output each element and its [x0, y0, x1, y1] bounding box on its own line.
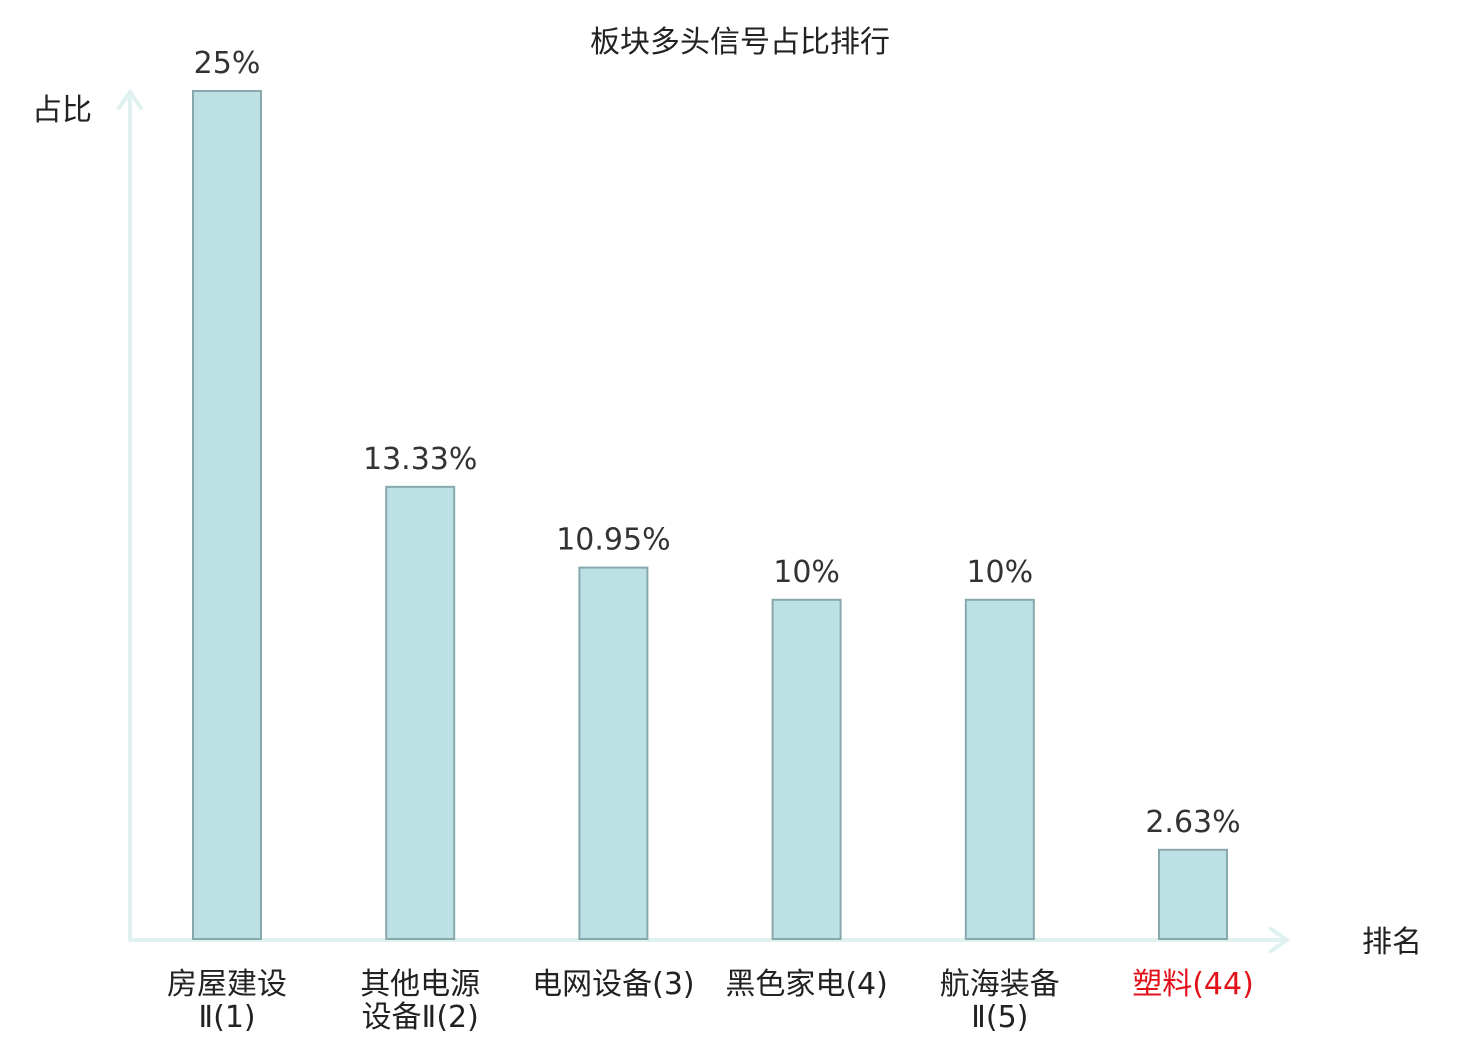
- bar: [385, 485, 456, 940]
- chart-title: 板块多头信号占比排行: [590, 25, 890, 60]
- x-axis-line: [128, 927, 1291, 953]
- category-label: Ⅱ(1): [198, 1000, 255, 1035]
- x-axis-label: 排名: [1362, 925, 1422, 960]
- bar: [578, 566, 649, 940]
- category-label: 房屋建设: [167, 967, 287, 1002]
- value-label: 13.33%: [363, 442, 477, 477]
- bars-group: [192, 90, 1228, 941]
- bar: [1158, 848, 1228, 941]
- category-label: 航海装备: [940, 967, 1060, 1002]
- category-label: 电网设备(3): [532, 967, 695, 1002]
- category-label: Ⅱ(5): [971, 1000, 1028, 1035]
- value-label: 10.95%: [556, 523, 670, 558]
- bar: [771, 598, 842, 940]
- y-axis-line: [117, 88, 143, 942]
- value-label: 10%: [966, 555, 1033, 590]
- category-label: 其他电源: [360, 967, 480, 1002]
- bar: [192, 90, 262, 940]
- value-label: 25%: [194, 46, 261, 81]
- bar: [964, 598, 1035, 940]
- y-axis-label: 占比: [32, 93, 92, 128]
- value-label: 10%: [773, 555, 840, 590]
- value-labels-group: 25% 13.33% 10.95% 10% 10% 2.63%: [194, 46, 1241, 840]
- value-label: 2.63%: [1145, 805, 1240, 840]
- category-label: 塑料(44): [1132, 967, 1254, 1002]
- category-label: 黑色家电(4): [725, 967, 888, 1002]
- category-label: 设备Ⅱ(2): [362, 1000, 479, 1035]
